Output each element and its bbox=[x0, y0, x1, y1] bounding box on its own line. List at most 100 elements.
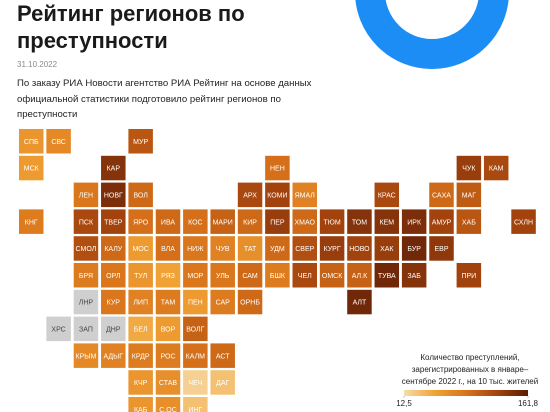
region-label: ОРЛ bbox=[106, 273, 121, 280]
region-tile bbox=[210, 343, 235, 368]
region-label: ВЛА bbox=[161, 246, 175, 253]
region-tile bbox=[292, 263, 317, 288]
region-label: БШК bbox=[270, 273, 286, 280]
region-label: ЧЕЛ bbox=[298, 273, 312, 280]
region-tile bbox=[73, 182, 99, 208]
region-label: ТВЕР bbox=[104, 219, 123, 226]
region-tile bbox=[347, 209, 372, 234]
region-label: КАЛУ bbox=[104, 246, 122, 253]
region-label: ТЮМ bbox=[324, 219, 341, 226]
region-tile bbox=[292, 209, 317, 234]
region-tile bbox=[265, 155, 290, 181]
region-tile bbox=[101, 236, 126, 261]
region-tile bbox=[19, 209, 44, 234]
region-tile bbox=[128, 182, 153, 208]
region-label: УДМ bbox=[270, 246, 285, 253]
region-tile bbox=[292, 182, 317, 208]
region-label: СВЕР bbox=[295, 246, 314, 253]
region-tile bbox=[347, 236, 372, 261]
region-label: РЯЗ bbox=[161, 273, 175, 280]
region-label: КРЫМ bbox=[76, 353, 97, 360]
region-label: АСТ bbox=[216, 353, 230, 360]
region-label: ОРНБ bbox=[240, 300, 260, 307]
region-tile bbox=[265, 263, 290, 288]
region-tile bbox=[101, 289, 126, 315]
region-tile bbox=[183, 236, 208, 261]
region-label: ЧУВ bbox=[216, 246, 230, 253]
region-tile bbox=[155, 343, 181, 368]
region-tile bbox=[319, 209, 345, 234]
decor-ring bbox=[355, 0, 509, 69]
region-label: НОВГ bbox=[104, 192, 123, 199]
region-tile bbox=[128, 236, 153, 261]
region-tile bbox=[374, 209, 400, 234]
region-label: СПБ bbox=[24, 139, 39, 146]
region-label: ВОР bbox=[161, 326, 176, 333]
region-label: КАБ bbox=[134, 407, 148, 412]
region-label: КЕМ bbox=[380, 219, 395, 226]
region-label: СТАВ bbox=[159, 380, 178, 387]
region-label: ТУВА bbox=[378, 273, 396, 280]
region-tile bbox=[128, 129, 153, 154]
region-tile bbox=[155, 289, 181, 315]
region-label: ЗАБ bbox=[407, 273, 421, 280]
region-label: САХА bbox=[432, 192, 451, 199]
region-label: СВС bbox=[51, 139, 66, 146]
region-tile bbox=[101, 316, 126, 342]
region-tile bbox=[210, 263, 235, 288]
date: 31.10.2022 bbox=[17, 60, 58, 69]
legend-bar bbox=[404, 390, 528, 396]
region-tile bbox=[183, 397, 208, 412]
region-tile bbox=[237, 236, 263, 261]
region-tile bbox=[237, 209, 263, 234]
region-tile bbox=[401, 209, 427, 234]
region-tile bbox=[128, 343, 153, 368]
region-tile bbox=[483, 155, 509, 181]
region-tile bbox=[155, 397, 181, 412]
region-label: ЯРО bbox=[133, 219, 149, 226]
region-tile bbox=[456, 182, 482, 208]
region-label: ИРК bbox=[407, 219, 422, 226]
region-label: АДЫГ bbox=[103, 353, 123, 360]
region-label: ЛИП bbox=[133, 300, 148, 307]
legend-tick-label: 161,8 bbox=[518, 399, 539, 408]
region-label: СХЛН bbox=[514, 219, 533, 226]
region-label: АРХ bbox=[243, 192, 257, 199]
region-tile bbox=[292, 236, 317, 261]
region-label: ИНГ bbox=[188, 407, 202, 412]
region-tile bbox=[374, 236, 400, 261]
region-label: ЗАП bbox=[79, 326, 93, 333]
region-tile bbox=[101, 263, 126, 288]
region-label: МАГ bbox=[462, 192, 477, 199]
region-label: ПСК bbox=[79, 219, 94, 226]
region-tile bbox=[155, 370, 181, 395]
region-label: НОВО bbox=[349, 246, 370, 253]
region-tile bbox=[429, 182, 454, 208]
region-tile bbox=[210, 209, 235, 234]
region-tile bbox=[237, 289, 263, 315]
region-label: ЧУК bbox=[462, 166, 476, 173]
region-tile bbox=[128, 316, 153, 342]
region-tile bbox=[429, 209, 454, 234]
region-label: ХРС bbox=[51, 326, 65, 333]
region-tile bbox=[128, 263, 153, 288]
region-tile bbox=[347, 263, 372, 288]
region-label: САР bbox=[216, 300, 231, 307]
region-label: ЕВР bbox=[434, 246, 448, 253]
region-label: САМ bbox=[242, 273, 258, 280]
region-label: КНГ bbox=[25, 219, 38, 226]
region-label: НЕН bbox=[270, 166, 285, 173]
region-label: КЧР bbox=[134, 380, 148, 387]
region-label: КУР bbox=[107, 300, 121, 307]
region-tile bbox=[210, 236, 235, 261]
region-tile bbox=[155, 236, 181, 261]
region-label: БУР bbox=[407, 246, 421, 253]
region-tile bbox=[183, 343, 208, 368]
region-tile bbox=[155, 316, 181, 342]
region-tile bbox=[73, 316, 99, 342]
region-tile bbox=[46, 129, 71, 154]
region-tile bbox=[429, 236, 454, 261]
region-tile bbox=[128, 209, 153, 234]
region-label: БЕЛ bbox=[134, 326, 148, 333]
